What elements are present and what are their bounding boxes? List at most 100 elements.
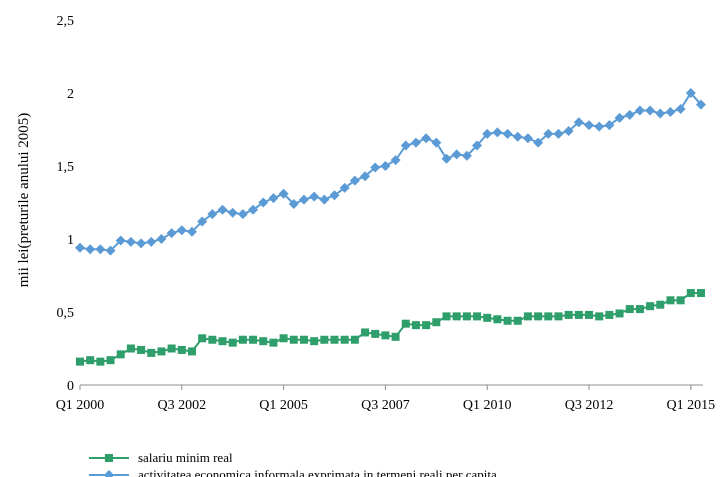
data-point [502, 128, 513, 139]
data-point [513, 316, 522, 325]
data-point [533, 137, 544, 148]
data-point [157, 347, 166, 356]
data-point [624, 109, 635, 120]
data-point [137, 345, 146, 354]
data-point [187, 347, 196, 356]
data-point [198, 334, 207, 343]
data-point [186, 226, 197, 237]
legend-item: salariu minim real [89, 450, 233, 465]
data-point [574, 310, 583, 319]
data-point [136, 238, 147, 249]
data-point [493, 315, 502, 324]
data-point [227, 207, 238, 218]
data-point [207, 209, 218, 220]
data-point [462, 312, 471, 321]
data-point [320, 335, 329, 344]
data-point [197, 216, 208, 227]
data-point [167, 344, 176, 353]
data-point [595, 312, 604, 321]
data-point [258, 197, 269, 208]
data-point [442, 312, 451, 321]
data-point [349, 175, 360, 186]
data-point [553, 128, 564, 139]
data-point [319, 194, 330, 205]
data-point [482, 128, 493, 139]
data-point [573, 117, 584, 128]
data-point [166, 228, 177, 239]
data-point [310, 337, 319, 346]
data-point [451, 149, 462, 160]
data-point [605, 310, 614, 319]
data-point [473, 312, 482, 321]
data-point [96, 357, 105, 366]
data-point [472, 140, 483, 151]
data-point [483, 313, 492, 322]
data-point [361, 328, 370, 337]
data-point [411, 321, 420, 330]
data-point [298, 194, 309, 205]
data-point [634, 105, 645, 116]
y-axis-ticks: 0 0,5 1 1,5 2 2,5 [57, 14, 75, 394]
data-point [665, 106, 676, 117]
data-point [288, 198, 299, 209]
data-point [431, 137, 442, 148]
y-tick-label: 2,5 [57, 14, 75, 29]
data-point [584, 120, 595, 131]
series-2 [75, 88, 706, 256]
data-point [604, 120, 615, 131]
y-tick-label: 2 [67, 87, 74, 102]
data-point [95, 244, 106, 255]
series-line [79, 91, 702, 252]
legend: salariu minim real activitatea economica … [89, 450, 497, 477]
data-point [105, 245, 116, 256]
x-tick-label: Q1 2015 [667, 398, 716, 413]
data-point [432, 318, 441, 327]
x-tick-label: Q3 2007 [361, 398, 410, 413]
data-point [390, 155, 401, 166]
y-tick-label: 1,5 [57, 160, 75, 175]
data-point [309, 191, 320, 202]
data-point [75, 242, 85, 253]
data-point [116, 350, 125, 359]
data-point [340, 335, 349, 344]
data-point [544, 312, 553, 321]
legend-swatch-marker [104, 470, 114, 477]
data-point [268, 193, 279, 204]
data-point [492, 127, 503, 138]
x-tick-label: Q1 2000 [56, 398, 105, 413]
data-point [635, 305, 644, 314]
data-point [76, 357, 84, 366]
data-point [248, 204, 259, 215]
data-point [522, 133, 533, 144]
data-point [146, 236, 157, 247]
data-point [228, 338, 237, 347]
data-point [249, 335, 258, 344]
x-tick-label: Q3 2002 [157, 398, 206, 413]
data-point [666, 296, 675, 305]
data-point [330, 335, 339, 344]
data-point [238, 335, 247, 344]
data-point [381, 331, 390, 340]
x-tick-label: Q1 2010 [463, 398, 512, 413]
data-point [452, 312, 461, 321]
data-point [615, 309, 624, 318]
data-point [147, 348, 156, 357]
data-point [115, 235, 126, 246]
data-point [422, 321, 431, 330]
legend-swatch-marker [105, 454, 113, 462]
data-point [401, 319, 410, 328]
data-point [655, 108, 666, 119]
legend-item: activitatea economica informala exprimat… [89, 467, 497, 477]
data-point [503, 316, 512, 325]
data-point [391, 332, 400, 341]
data-point [329, 190, 340, 201]
y-tick-label: 1 [67, 233, 74, 248]
data-point [86, 356, 95, 365]
data-point [217, 204, 228, 215]
data-point [441, 153, 452, 164]
data-point [685, 88, 696, 98]
data-point [675, 104, 686, 115]
data-point [400, 140, 411, 151]
data-point [614, 112, 625, 123]
data-point [85, 244, 96, 255]
